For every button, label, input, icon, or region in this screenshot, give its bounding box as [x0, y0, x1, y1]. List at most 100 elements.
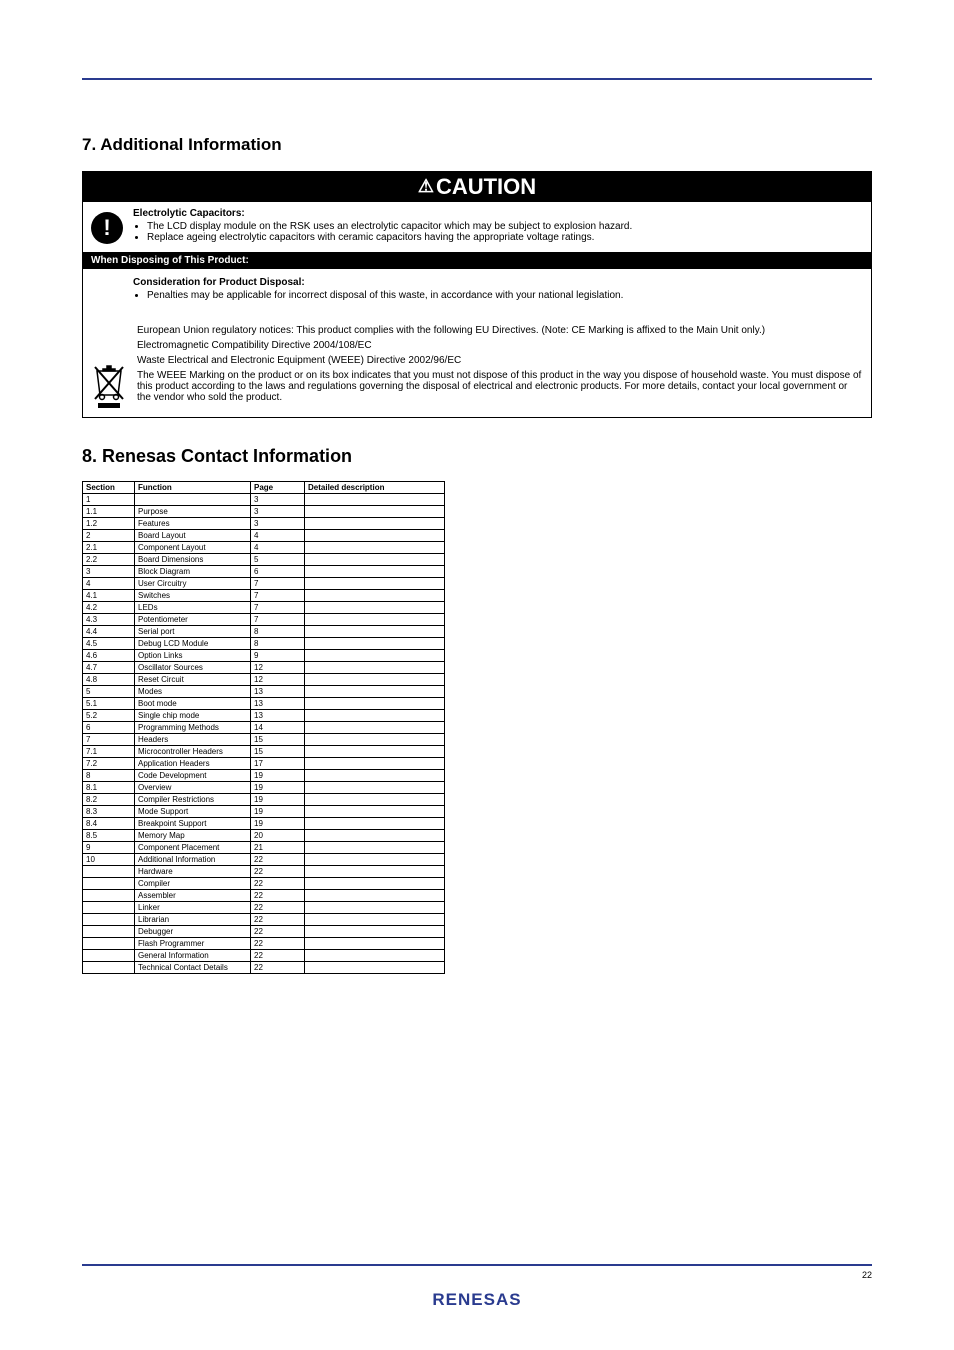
table-cell: [305, 542, 445, 554]
table-cell: Programming Methods: [135, 722, 251, 734]
table-row: 8.5Memory Map20: [83, 830, 445, 842]
table-cell: [83, 962, 135, 974]
table-cell: 5.1: [83, 698, 135, 710]
table-row: 4.5Debug LCD Module8: [83, 638, 445, 650]
table-cell: [305, 818, 445, 830]
table-row: 7.2Application Headers17: [83, 758, 445, 770]
table-cell: [305, 950, 445, 962]
table-cell: Code Development: [135, 770, 251, 782]
table-header: Function: [135, 482, 251, 494]
table-cell: 4: [251, 530, 305, 542]
table-cell: 7: [251, 614, 305, 626]
table-cell: Application Headers: [135, 758, 251, 770]
table-cell: [305, 734, 445, 746]
table-cell: Reset Circuit: [135, 674, 251, 686]
table-cell: 4.8: [83, 674, 135, 686]
table-cell: [305, 506, 445, 518]
table-cell: 4.1: [83, 590, 135, 602]
table-row: 4.4Serial port8: [83, 626, 445, 638]
table-cell: Linker: [135, 902, 251, 914]
table-cell: Modes: [135, 686, 251, 698]
table-cell: 2: [83, 530, 135, 542]
table-cell: LEDs: [135, 602, 251, 614]
table-cell: 8.5: [83, 830, 135, 842]
table-row: 8Code Development19: [83, 770, 445, 782]
table-header: Section: [83, 482, 135, 494]
table-cell: [305, 686, 445, 698]
table-cell: 12: [251, 674, 305, 686]
table-cell: [83, 914, 135, 926]
table-cell: [305, 782, 445, 794]
table-row: 8.3Mode Support19: [83, 806, 445, 818]
table-cell: Debugger: [135, 926, 251, 938]
disposal-title: Consideration for Product Disposal:: [133, 277, 863, 288]
table-cell: [305, 746, 445, 758]
table-cell: 7.2: [83, 758, 135, 770]
table-cell: 14: [251, 722, 305, 734]
table-cell: [305, 710, 445, 722]
table-row: 7Headers15: [83, 734, 445, 746]
table-cell: [305, 698, 445, 710]
table-cell: [305, 674, 445, 686]
table-cell: 13: [251, 698, 305, 710]
caution-header: ⚠CAUTION: [83, 172, 871, 202]
table-cell: [305, 662, 445, 674]
table-cell: 4.7: [83, 662, 135, 674]
table-row: 13: [83, 494, 445, 506]
section-number: 7.: [82, 135, 96, 154]
table-row: Librarian22: [83, 914, 445, 926]
table-cell: [305, 842, 445, 854]
table-cell: 4.5: [83, 638, 135, 650]
table-cell: Serial port: [135, 626, 251, 638]
table-cell: Component Placement: [135, 842, 251, 854]
table-row: Flash Programmer22: [83, 938, 445, 950]
table-cell: 1.2: [83, 518, 135, 530]
table-cell: 8: [251, 626, 305, 638]
table-cell: 22: [251, 902, 305, 914]
weee-directive: Waste Electrical and Electronic Equipmen…: [137, 355, 863, 366]
table-cell: 21: [251, 842, 305, 854]
link-table: SectionFunctionPageDetailed description1…: [82, 481, 445, 974]
weee-bin-icon: [91, 361, 127, 409]
table-cell: 5: [251, 554, 305, 566]
table-cell: 2.2: [83, 554, 135, 566]
table-cell: 8.3: [83, 806, 135, 818]
emc-directive: Electromagnetic Compatibility Directive …: [137, 340, 863, 351]
table-cell: Technical Contact Details: [135, 962, 251, 974]
table-row: 2Board Layout4: [83, 530, 445, 542]
table-cell: [305, 926, 445, 938]
table-row: Assembler22: [83, 890, 445, 902]
table-cell: [83, 902, 135, 914]
table-cell: [305, 518, 445, 530]
table-row: 4.2LEDs7: [83, 602, 445, 614]
table-cell: [305, 854, 445, 866]
table-cell: 4.3: [83, 614, 135, 626]
exclamation-icon: !: [91, 212, 123, 244]
table-cell: Mode Support: [135, 806, 251, 818]
weee-mark-text: The WEEE Marking on the product or on it…: [137, 370, 863, 403]
link-list-title: 8. Renesas Contact Information: [82, 446, 872, 467]
table-cell: 4: [251, 542, 305, 554]
table-cell: Additional Information: [135, 854, 251, 866]
table-cell: [83, 938, 135, 950]
table-cell: Features: [135, 518, 251, 530]
table-cell: [83, 890, 135, 902]
table-cell: Flash Programmer: [135, 938, 251, 950]
table-cell: [305, 554, 445, 566]
caution-box: ⚠CAUTION ! Electrolytic Capacitors: The …: [82, 171, 872, 418]
table-cell: 3: [83, 566, 135, 578]
table-cell: [305, 722, 445, 734]
table-cell: [305, 494, 445, 506]
table-cell: 22: [251, 950, 305, 962]
table-cell: [305, 806, 445, 818]
table-cell: 5: [83, 686, 135, 698]
disposal-eu-text: European Union regulatory notices: This …: [137, 321, 863, 403]
table-cell: 10: [83, 854, 135, 866]
table-cell: [305, 866, 445, 878]
logo-text: RENESAS: [432, 1290, 521, 1309]
table-cell: [305, 530, 445, 542]
table-cell: 4.4: [83, 626, 135, 638]
table-row: Linker22: [83, 902, 445, 914]
table-cell: 22: [251, 914, 305, 926]
table-cell: 1.1: [83, 506, 135, 518]
